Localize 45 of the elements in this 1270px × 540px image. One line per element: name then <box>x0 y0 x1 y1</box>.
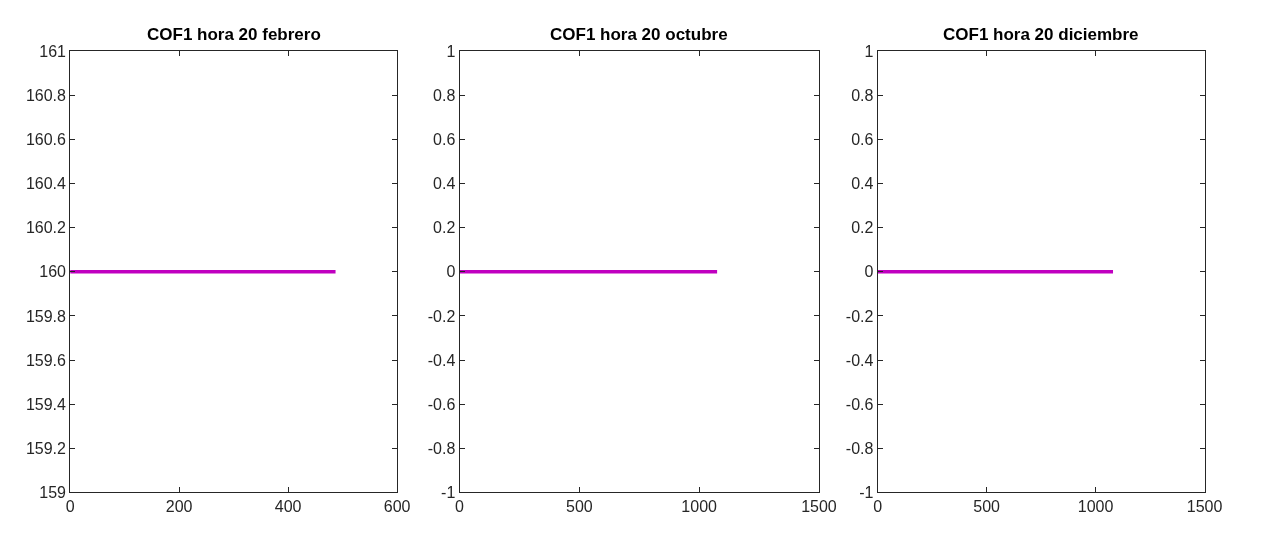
x-tick-label: 500 <box>973 498 1001 516</box>
y-tick-label: -0.2 <box>427 307 456 325</box>
y-tick-label: 159.4 <box>25 395 67 413</box>
y-tick-label: 0.4 <box>851 175 874 193</box>
x-tick-label: 200 <box>165 498 193 516</box>
x-tick-label: 1500 <box>801 498 837 516</box>
y-tick-label: 0.4 <box>433 175 456 193</box>
chart-title: COF1 hora 20 diciembre <box>943 25 1139 44</box>
y-tick-label: 0.8 <box>851 87 874 105</box>
y-tick-label: -1 <box>441 483 456 501</box>
y-tick-label: 161 <box>39 43 67 61</box>
y-tick-label: -0.4 <box>427 351 456 369</box>
y-tick-label: 159 <box>39 483 67 501</box>
y-tick-label: 0 <box>864 263 874 281</box>
y-tick-label: 0.2 <box>851 219 874 237</box>
x-tick-label: 400 <box>274 498 302 516</box>
x-tick-label: 1000 <box>1077 498 1114 516</box>
x-tick-label: 1500 <box>1186 498 1223 516</box>
x-tick-label: 1000 <box>681 498 718 516</box>
y-tick-label: 159.8 <box>25 307 67 325</box>
y-tick-label: 0.6 <box>851 131 874 149</box>
y-tick-label: 160.2 <box>25 219 67 237</box>
y-tick-label: 160.8 <box>25 87 67 105</box>
y-tick-label: 1 <box>446 43 456 61</box>
y-tick-label: 160 <box>39 263 67 281</box>
x-tick-label: 500 <box>565 498 593 516</box>
y-tick-label: 160.6 <box>25 131 67 149</box>
y-tick-label: 0.8 <box>433 87 456 105</box>
y-tick-label: -0.4 <box>845 351 874 369</box>
y-tick-label: -0.8 <box>845 439 874 457</box>
y-tick-label: 160.4 <box>25 175 67 193</box>
chart-title: COF1 hora 20 octubre <box>550 25 728 44</box>
y-tick-label: 0.2 <box>433 219 456 237</box>
y-tick-label: -0.2 <box>845 307 874 325</box>
y-tick-label: -0.6 <box>845 395 874 413</box>
y-tick-label: 0 <box>446 263 456 281</box>
y-tick-label: 159.2 <box>25 439 67 457</box>
x-tick-label: 600 <box>383 498 411 516</box>
y-tick-label: -1 <box>859 483 874 501</box>
y-tick-label: 1 <box>864 43 874 61</box>
y-tick-label: -0.6 <box>427 395 456 413</box>
y-tick-label: 0.6 <box>433 131 456 149</box>
y-tick-label: -0.8 <box>427 439 456 457</box>
y-tick-label: 159.6 <box>25 351 67 369</box>
chart-title: COF1 hora 20 febrero <box>147 25 321 44</box>
